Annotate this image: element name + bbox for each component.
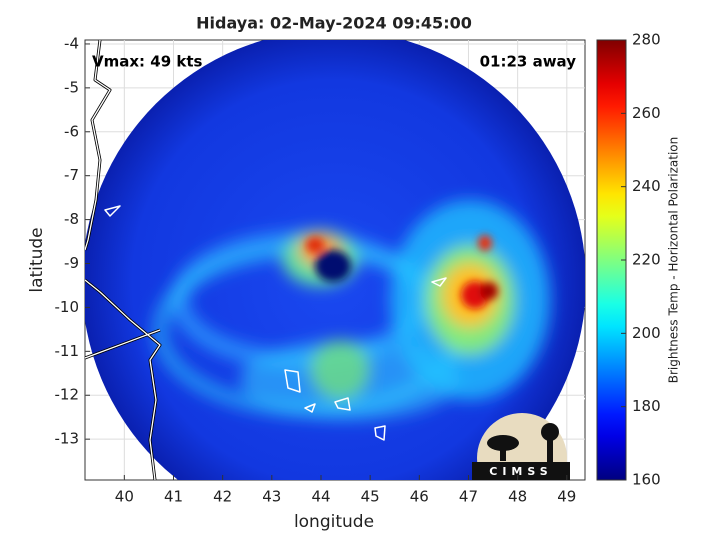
y-tick-label: -8	[64, 210, 79, 228]
y-tick-label: -6	[64, 122, 79, 140]
x-tick-label: 41	[164, 488, 183, 506]
image-swath: CIMSS	[85, 40, 585, 480]
colorbar-tick-label: 280	[632, 31, 661, 49]
chart-title: Hidaya: 02-May-2024 09:45:00	[196, 14, 472, 33]
annotation: 01:23 away	[480, 53, 577, 71]
x-tick-label: 46	[410, 488, 429, 506]
x-tick-label: 48	[508, 488, 527, 506]
y-tick-label: -4	[64, 34, 79, 52]
colorbar-tick-label: 240	[632, 177, 661, 195]
y-tick-label: -7	[64, 166, 79, 184]
x-tick-label: 44	[311, 488, 330, 506]
x-tick-label: 45	[361, 488, 380, 506]
logo: CIMSS	[472, 413, 570, 480]
annotation: Vmax: 49 kts	[92, 53, 202, 71]
x-tick-label: 40	[115, 488, 134, 506]
colorbar-tick-label: 220	[632, 251, 661, 269]
y-axis-label: latitude	[27, 227, 47, 292]
logo-text: CIMSS	[489, 465, 552, 478]
x-axis-label: longitude	[294, 512, 374, 532]
x-tick-label: 49	[557, 488, 576, 506]
colorbar-tick-label: 260	[632, 104, 661, 122]
y-tick-label: -13	[55, 430, 80, 448]
x-tick-label: 43	[262, 488, 281, 506]
colorbar-tick-label: 200	[632, 324, 661, 342]
x-tick-label: 47	[459, 488, 478, 506]
y-tick-label: -10	[55, 298, 80, 316]
y-tick-label: -12	[55, 386, 80, 404]
y-tick-label: -11	[55, 342, 80, 360]
colorbar-tick-label: 180	[632, 397, 661, 415]
x-tick-label: 42	[213, 488, 232, 506]
y-tick-label: -9	[64, 254, 79, 272]
colorbar-label: Brightness Temp - Horizontal Polarizatio…	[667, 137, 681, 384]
y-tick-label: -5	[64, 78, 79, 96]
colorbar-tick-label: 160	[632, 471, 661, 489]
